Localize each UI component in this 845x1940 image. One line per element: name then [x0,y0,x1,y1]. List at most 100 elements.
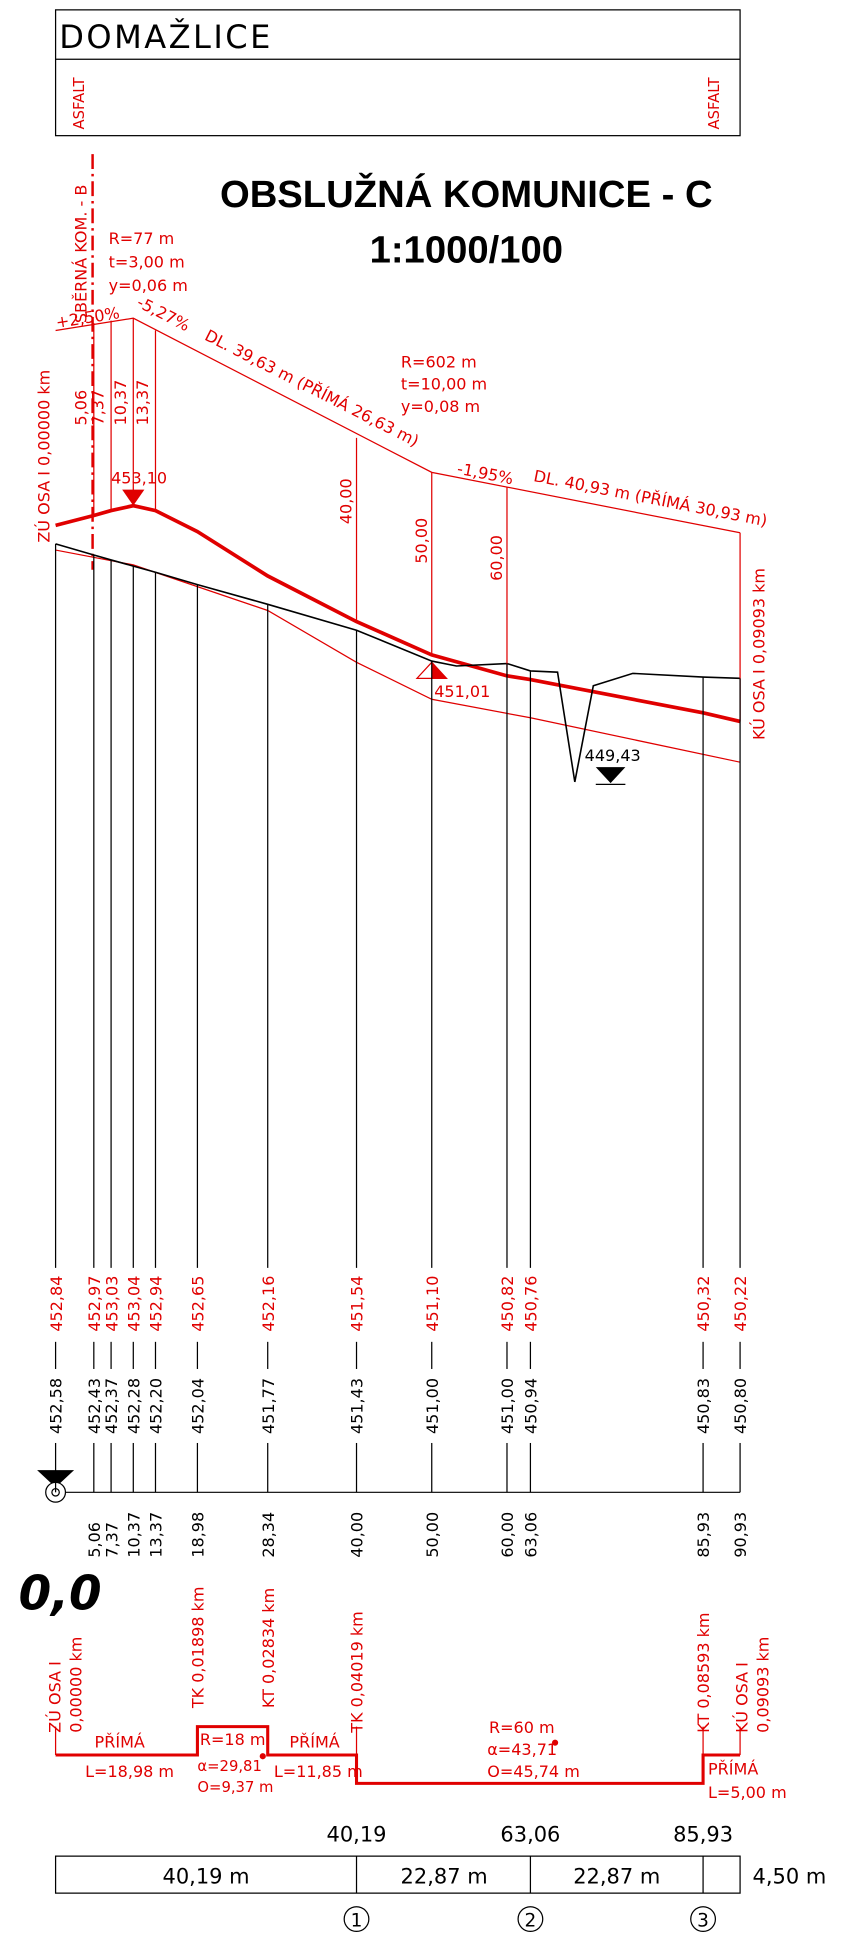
drawing-scale: 1:1000/100 [370,229,563,272]
station-label: 60,00 [487,535,506,581]
curve-parameter: y=0,06 m [109,276,188,295]
ditch-marker [596,767,626,783]
alignment-label: L=18,98 m [85,1762,174,1781]
design-elevation: 452,97 [85,1276,104,1332]
header-title: DOMAŽLICE [59,18,273,56]
curve-parameter: R=77 m [109,229,175,248]
station: 7,37 [102,1522,121,1558]
alignment-label: KÚ OSA I [732,1662,751,1733]
side-road-label: SBĚRNÁ KOM. - B [71,185,90,324]
alignment-label: R=60 m [489,1718,555,1737]
break-station: 63,06 [500,1822,560,1846]
terrain-elevation: 452,04 [189,1378,208,1434]
station: 50,00 [423,1512,442,1558]
station-label: 40,00 [337,478,356,524]
alignment-label: PŘÍMÁ [95,1733,145,1752]
break-station: 85,93 [673,1822,733,1846]
marker-number: 1 [351,1910,363,1931]
segment-length: 22,87 m [401,1864,488,1888]
grade-label: -1,95% [456,459,515,488]
alignment-label: α=43,71 [487,1740,557,1759]
station: 63,06 [522,1512,541,1558]
subgrade-line [56,550,740,762]
terrain-elevation: 450,80 [731,1378,750,1434]
station: 40,00 [348,1512,367,1558]
segment-length: 4,50 m [753,1864,827,1888]
curve-parameter: t=10,00 m [401,375,487,394]
station: 90,93 [731,1512,750,1558]
design-elevation: 452,65 [189,1276,208,1332]
station-label: 5,06 [71,390,90,426]
terrain-elevation: 451,00 [498,1378,517,1434]
alignment-label: α=29,81 [197,1758,261,1775]
curve-parameter: t=3,00 m [109,253,185,272]
design-elevation: 452,94 [147,1276,166,1332]
segment-length: 22,87 m [573,1864,660,1888]
segment-length: 40,19 m [163,1864,250,1888]
alignment-label: L=11,85 m [274,1762,363,1781]
alignment-label: 0,00000 km [66,1637,85,1733]
terrain-elevation: 452,28 [124,1378,143,1434]
marker-number: 2 [525,1910,537,1931]
alignment-label: R=18 m [200,1730,266,1749]
elevation-label: 449,43 [585,746,641,765]
design-elevation: 451,54 [348,1276,367,1332]
alignment-label: ZÚ OSA I [46,1661,65,1733]
terrain-elevation: 452,43 [85,1378,104,1434]
station: 5,06 [85,1522,104,1558]
station-label: ZÚ OSA I 0,00000 km [34,370,53,543]
alignment-label: PŘÍMÁ [708,1760,758,1779]
design-elevation: 451,10 [423,1276,442,1332]
grade-length: DL. 39,63 m (PŘÍMÁ 26,63 m) [202,326,422,451]
design-elevation: 453,03 [102,1276,121,1332]
station-label: 10,37 [111,380,130,426]
station: 13,37 [147,1512,166,1558]
alignment-label: KT 0,02834 km [259,1588,278,1708]
alignment-label: O=45,74 m [487,1762,580,1781]
station-label: 7,37 [89,390,108,426]
station: 85,93 [694,1512,713,1558]
drawing-title: OBSLUŽNÁ KOMUNICE - C [220,172,713,216]
grade-label: -5,27% [134,292,193,335]
terrain-elevation: 450,83 [694,1378,713,1434]
terrain-elevation: 451,00 [423,1378,442,1434]
alignment-label: PŘÍMÁ [289,1733,339,1752]
station: 60,00 [498,1512,517,1558]
design-elevation: 452,16 [259,1276,278,1332]
station: 10,37 [124,1512,143,1558]
design-elevation: 453,04 [124,1276,143,1332]
station: 28,34 [259,1512,278,1558]
alignment-label: TK 0,01898 km [189,1587,208,1710]
design-elevation: 452,84 [47,1276,66,1332]
alignment-label: 0,09093 km [753,1637,772,1733]
terrain-elevation: 452,20 [147,1378,166,1434]
surface-label: ASFALT [71,77,88,130]
marker-number: 3 [697,1910,709,1931]
origin-label: 0,0 [19,1567,102,1621]
alignment-label: TK 0,04019 km [348,1611,367,1734]
terrain-elevation: 451,77 [259,1378,278,1434]
terrain-elevation: 450,94 [522,1378,541,1434]
grade-length: DL. 40,93 m (PŘÍMÁ 30,93 m) [532,466,769,530]
alignment-label: O=9,37 m [197,1779,273,1796]
design-elevation: 450,22 [731,1276,750,1332]
curve-parameter: y=0,08 m [401,397,480,416]
elevation-label: 453,10 [111,468,167,487]
station: 18,98 [189,1512,208,1558]
design-elevation: 450,32 [694,1276,713,1332]
curve-parameter: R=602 m [401,353,477,372]
design-elevation: 450,82 [498,1276,517,1332]
station-label: 50,00 [412,518,431,564]
alignment-label: L=5,00 m [708,1783,787,1802]
design-elevation: 450,76 [522,1276,541,1332]
terrain-elevation: 451,43 [348,1378,367,1434]
station-label: KÚ OSA I 0,09093 km [750,568,769,740]
terrain-elevation: 452,37 [102,1378,121,1434]
station-label: 13,37 [133,380,152,426]
elevation-label: 451,01 [434,682,490,701]
design-line [56,506,740,722]
surface-label: ASFALT [706,77,723,130]
alignment-label: KT 0,08593 km [694,1612,713,1732]
terrain-elevation: 452,58 [47,1378,66,1434]
profile-drawing: DOMAŽLICE ASFALT ASFALT OBSLUŽNÁ KOMUNICE -… [0,0,845,1940]
